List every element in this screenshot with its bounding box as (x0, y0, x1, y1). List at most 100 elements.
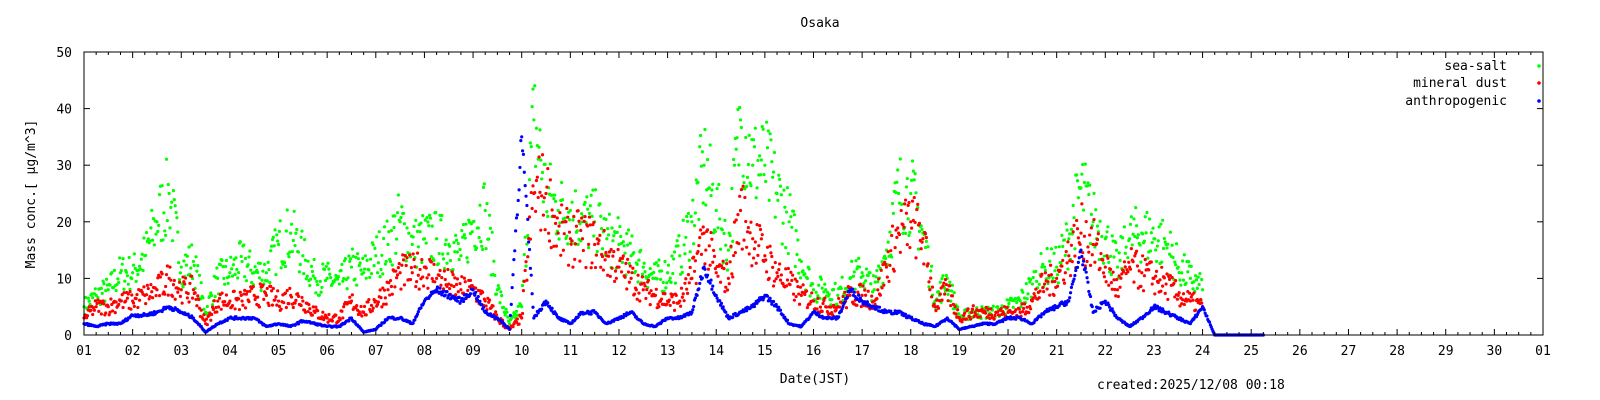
data-point (316, 283, 320, 287)
data-point (1146, 256, 1150, 260)
data-point (112, 268, 116, 272)
data-point (259, 288, 263, 293)
data-point (525, 278, 529, 282)
data-point (822, 298, 826, 303)
data-point (653, 293, 658, 297)
data-point (442, 266, 447, 271)
data-point (529, 190, 533, 195)
data-point (746, 225, 750, 230)
data-point (327, 267, 331, 271)
data-point (380, 305, 384, 309)
data-point (107, 313, 111, 317)
data-point (375, 235, 379, 239)
data-point (1029, 277, 1033, 282)
data-point (711, 284, 715, 288)
x-tick-label: 17 (854, 344, 870, 359)
data-point (746, 162, 750, 167)
data-point (866, 289, 870, 293)
data-point (771, 299, 776, 304)
data-point (335, 277, 340, 281)
data-point (547, 239, 552, 243)
data-point (794, 294, 798, 299)
data-point (525, 203, 529, 208)
y-tick-label: 20 (56, 216, 72, 231)
data-points (82, 84, 1265, 337)
data-point (767, 276, 771, 280)
data-point (731, 275, 735, 279)
data-point (168, 265, 172, 269)
data-point (394, 251, 398, 255)
data-point (479, 239, 483, 244)
data-point (274, 272, 278, 277)
data-point (786, 266, 790, 271)
data-point (712, 248, 716, 253)
x-tick-label: 15 (757, 344, 773, 359)
data-point (440, 293, 444, 297)
data-point (122, 291, 126, 295)
data-point (772, 150, 777, 155)
data-point (579, 228, 583, 233)
data-point (413, 318, 417, 322)
data-point (1151, 226, 1155, 230)
data-point (442, 269, 447, 273)
data-point (722, 266, 726, 271)
data-point (1090, 253, 1094, 257)
x-tick-label: 07 (368, 344, 384, 359)
data-point (348, 259, 352, 263)
data-point (1042, 282, 1047, 286)
data-point (94, 305, 98, 309)
data-point (841, 304, 845, 309)
data-point (572, 214, 576, 219)
data-point (621, 254, 625, 258)
data-point (1093, 260, 1097, 264)
data-point (768, 296, 772, 300)
data-point (523, 235, 527, 239)
x-tick-label: 04 (222, 344, 238, 359)
data-point (514, 229, 518, 233)
data-point (357, 263, 361, 268)
data-point (1195, 286, 1199, 290)
data-point (446, 267, 450, 272)
data-point (1039, 315, 1043, 319)
data-point (1074, 268, 1078, 273)
data-point (273, 298, 277, 302)
data-point (670, 254, 674, 258)
series-sea-salt (82, 84, 1205, 326)
data-point (1086, 181, 1090, 185)
data-point (724, 310, 728, 314)
data-point (424, 241, 428, 245)
data-point (378, 288, 382, 292)
data-point (786, 251, 790, 256)
data-point (1086, 280, 1090, 284)
x-tick-label: 11 (563, 344, 579, 359)
data-point (793, 277, 797, 281)
data-point (863, 288, 867, 292)
data-point (570, 239, 574, 243)
data-point (445, 290, 449, 294)
data-point (1055, 284, 1060, 288)
data-point (919, 224, 923, 228)
data-point (778, 278, 783, 282)
data-point (176, 230, 180, 234)
data-point (799, 293, 803, 297)
data-point (562, 232, 566, 236)
data-point (941, 284, 945, 288)
data-point (434, 276, 439, 280)
data-point (884, 265, 889, 269)
data-point (213, 295, 217, 299)
data-point (417, 287, 421, 291)
data-point (170, 200, 174, 204)
data-point (341, 316, 345, 320)
data-point (1110, 287, 1114, 291)
data-point (270, 303, 275, 307)
data-point (507, 322, 512, 326)
data-point (307, 302, 311, 307)
data-point (793, 264, 797, 269)
data-point (1124, 245, 1128, 249)
data-point (721, 305, 725, 309)
data-point (223, 264, 228, 269)
data-point (211, 307, 215, 311)
data-point (181, 275, 185, 279)
data-point (1130, 243, 1134, 247)
data-point (144, 253, 148, 258)
